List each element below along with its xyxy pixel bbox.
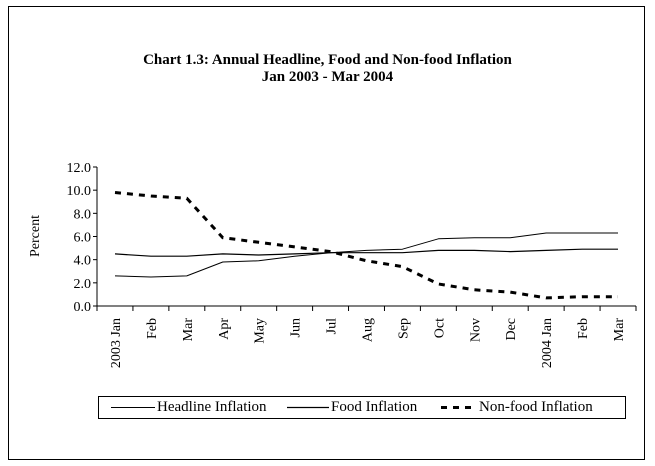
x-tick-label: Feb xyxy=(576,318,591,339)
y-tick-label: 2.0 xyxy=(74,277,92,292)
series-line-food-inflation xyxy=(114,248,618,257)
chart-subtitle-line: Jan 2003 - Mar 2004 xyxy=(261,69,394,85)
legend-swatch xyxy=(287,406,329,409)
chart-title-line: Chart 1.3: Annual Headline, Food and Non… xyxy=(143,52,512,68)
chart-title: Chart 1.3: Annual Headline, Food and Non… xyxy=(0,52,655,86)
y-tick-label: 0.0 xyxy=(74,300,92,315)
chart-series xyxy=(114,191,618,300)
legend-label: Non-food Inflation xyxy=(479,399,593,415)
x-tick-label: Mar xyxy=(612,318,627,342)
legend-swatch xyxy=(111,407,155,408)
x-tick-label: May xyxy=(253,318,268,344)
chart-legend: Headline Inflation Food Inflation Non-food… xyxy=(98,396,626,419)
x-tick-label: Dec xyxy=(504,318,519,341)
y-tick-label: 8.0 xyxy=(74,207,92,222)
series-line-headline-inflation xyxy=(114,232,618,278)
x-tick-label: 2004 Jan xyxy=(540,318,555,368)
x-tick-label: Aug xyxy=(361,318,376,342)
legend-label: Food Inflation xyxy=(331,399,418,415)
x-tick-label: Jun xyxy=(289,318,304,337)
x-tick-label: Jul xyxy=(325,318,340,334)
y-tick-label: 4.0 xyxy=(74,254,92,269)
series-line-non-food-inflation xyxy=(114,191,618,300)
x-tick-label: Oct xyxy=(432,318,447,338)
x-tick-label: Apr xyxy=(217,318,232,340)
y-axis-title: Percent xyxy=(28,215,43,257)
chart-frame xyxy=(8,6,645,460)
chart-axes: 0.0 2.0 4.0 6.0 8.0 10.0 12.0 2003 Jan Feb Mar Apr… xyxy=(67,161,637,368)
x-tick-label: Sep xyxy=(396,318,411,339)
y-tick-label: 12.0 xyxy=(67,161,92,176)
y-tick-label: 10.0 xyxy=(67,184,92,199)
legend-label: Headline Inflation xyxy=(157,399,267,415)
x-tick-label: Feb xyxy=(145,318,160,339)
legend-swatch xyxy=(441,406,477,409)
x-tick-label: Mar xyxy=(181,318,196,342)
x-tick-label: Nov xyxy=(468,318,483,342)
y-tick-label: 6.0 xyxy=(74,231,92,246)
x-tick-label: 2003 Jan xyxy=(109,318,124,368)
